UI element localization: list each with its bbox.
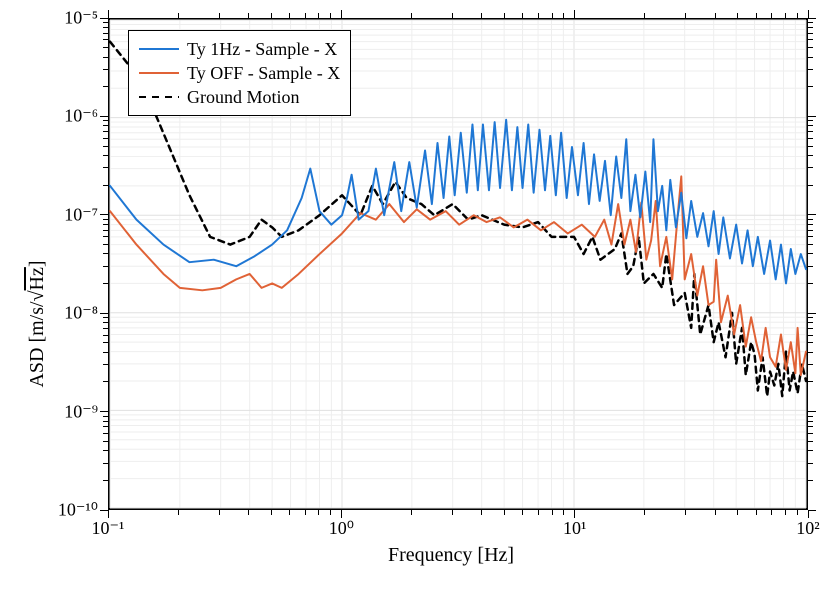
- series-ty_1hz: [110, 120, 806, 284]
- y-tick-label: 10⁻¹⁰: [48, 500, 98, 521]
- y-axis-label: ASD [m/s/√Hz]: [26, 260, 49, 387]
- x-tick-label: 10⁻¹: [92, 518, 125, 539]
- y-tick-label: 10⁻⁵: [48, 8, 98, 29]
- x-tick-label: 10⁰: [329, 518, 354, 539]
- legend-label: Ty OFF - Sample - X: [187, 63, 340, 84]
- x-axis-label: Frequency [Hz]: [388, 544, 514, 567]
- legend-label: Ground Motion: [187, 87, 300, 108]
- legend-label: Ty 1Hz - Sample - X: [187, 39, 337, 60]
- y-tick-label: 10⁻⁷: [48, 204, 98, 225]
- legend: Ty 1Hz - Sample - X Ty OFF - Sample - X Gr…: [128, 30, 351, 116]
- y-tick-label: 10⁻⁸: [48, 303, 98, 324]
- x-tick-label: 10²: [796, 518, 819, 539]
- legend-item: Ground Motion: [139, 85, 340, 109]
- x-tick-label: 10¹: [563, 518, 586, 539]
- y-tick-label: 10⁻⁹: [48, 401, 98, 422]
- legend-item: Ty 1Hz - Sample - X: [139, 37, 340, 61]
- series-ty_off: [110, 176, 806, 375]
- legend-item: Ty OFF - Sample - X: [139, 61, 340, 85]
- y-tick-label: 10⁻⁶: [48, 106, 98, 127]
